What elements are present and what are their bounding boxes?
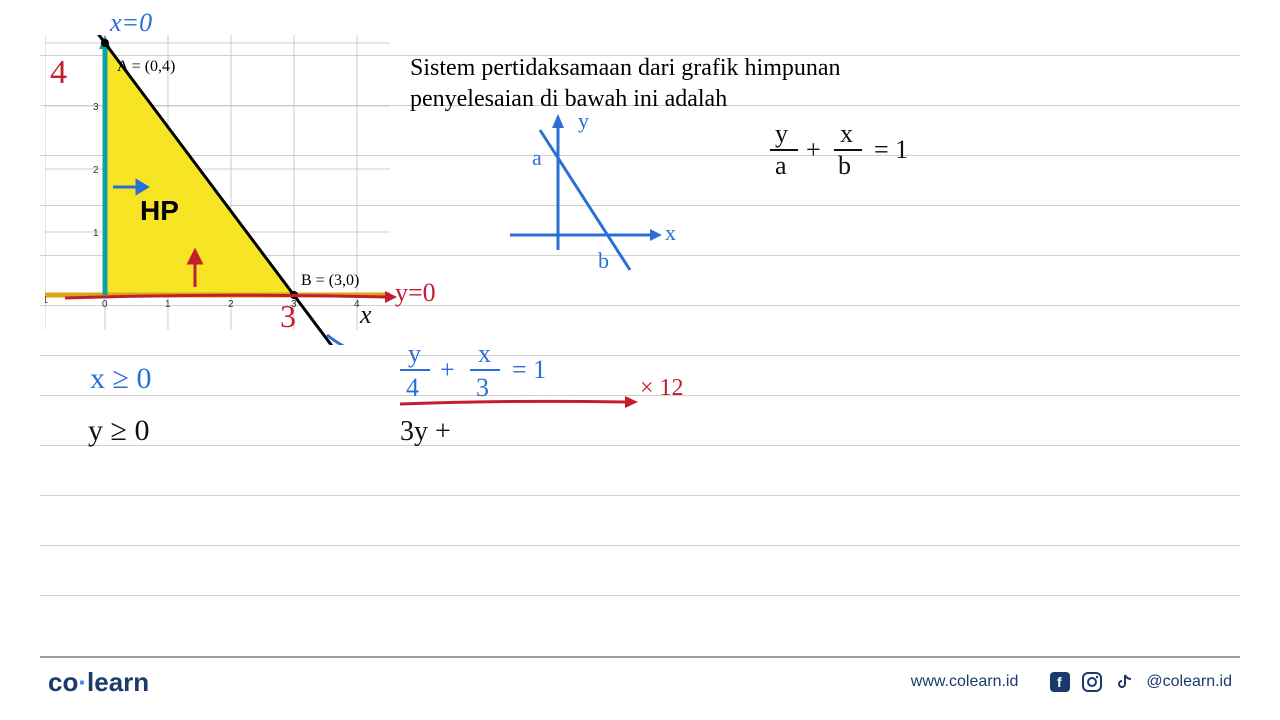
mini-b-label: b (598, 248, 609, 273)
svg-text:b: b (838, 151, 851, 180)
svg-text:= 1: = 1 (874, 135, 908, 164)
tiktok-icon (1114, 672, 1134, 692)
footer-url: www.colearn.id (911, 673, 1019, 691)
mini-a-label: a (532, 145, 542, 170)
three-y-plus: 3y + (400, 416, 451, 447)
svg-text:0: 0 (102, 299, 108, 310)
mini-y-label: y (578, 110, 589, 133)
svg-text:x: x (478, 340, 491, 368)
annotation-x-eq-0: x=0 (110, 8, 152, 38)
svg-text:+: + (440, 355, 455, 384)
footer-divider (40, 656, 1240, 658)
annotation-four: 4 (50, 54, 67, 92)
question-line1: Sistem pertidaksamaan dari grafik himpun… (410, 55, 841, 82)
svg-text:f: f (1057, 674, 1062, 690)
svg-text:3: 3 (93, 102, 99, 113)
mini-sketch: y x a b (500, 110, 680, 280)
footer-handle: @colearn.id (1146, 673, 1232, 691)
svg-text:= 1: = 1 (512, 355, 546, 384)
svg-text:a: a (775, 151, 787, 180)
svg-text:4: 4 (406, 373, 419, 402)
work-equation: y 4 + x 3 = 1 × 12 3y + (400, 340, 700, 465)
svg-text:+: + (806, 135, 821, 164)
svg-text:y: y (775, 120, 788, 148)
instagram-icon (1082, 672, 1102, 692)
facebook-icon: f (1050, 672, 1070, 692)
formula-general: y a + x b = 1 (770, 120, 990, 185)
times-12: × 12 (640, 375, 684, 401)
hp-label: HP (140, 195, 179, 226)
brand-logo: co·learn (48, 667, 149, 698)
svg-text:x: x (840, 120, 853, 148)
main-graph: -1 0 1 2 3 4 1 2 3 HP A = (0,4) B = ( (45, 35, 385, 325)
svg-text:2: 2 (228, 299, 234, 310)
annotation-three: 3 (280, 298, 296, 335)
work-x-ge-0: x ≥ 0 (90, 362, 151, 396)
footer: co·learn www.colearn.id f @colearn.id (0, 662, 1280, 702)
svg-text:y: y (408, 340, 421, 368)
svg-text:2: 2 (93, 165, 99, 176)
point-b-label: B = (3,0) (301, 272, 359, 289)
mini-x-label: x (665, 220, 676, 245)
question-line2: penyelesaian di bawah ini adalah (410, 86, 727, 113)
annotation-y-eq-0: y=0 (395, 278, 436, 308)
svg-text:3: 3 (476, 373, 489, 402)
svg-text:-1: -1 (45, 295, 48, 306)
svg-text:1: 1 (93, 228, 99, 239)
point-a-label: A = (0,4) (117, 58, 175, 75)
svg-text:1: 1 (165, 299, 171, 310)
annotation-x-label: x (360, 300, 372, 330)
work-y-ge-0: y ≥ 0 (88, 414, 149, 448)
